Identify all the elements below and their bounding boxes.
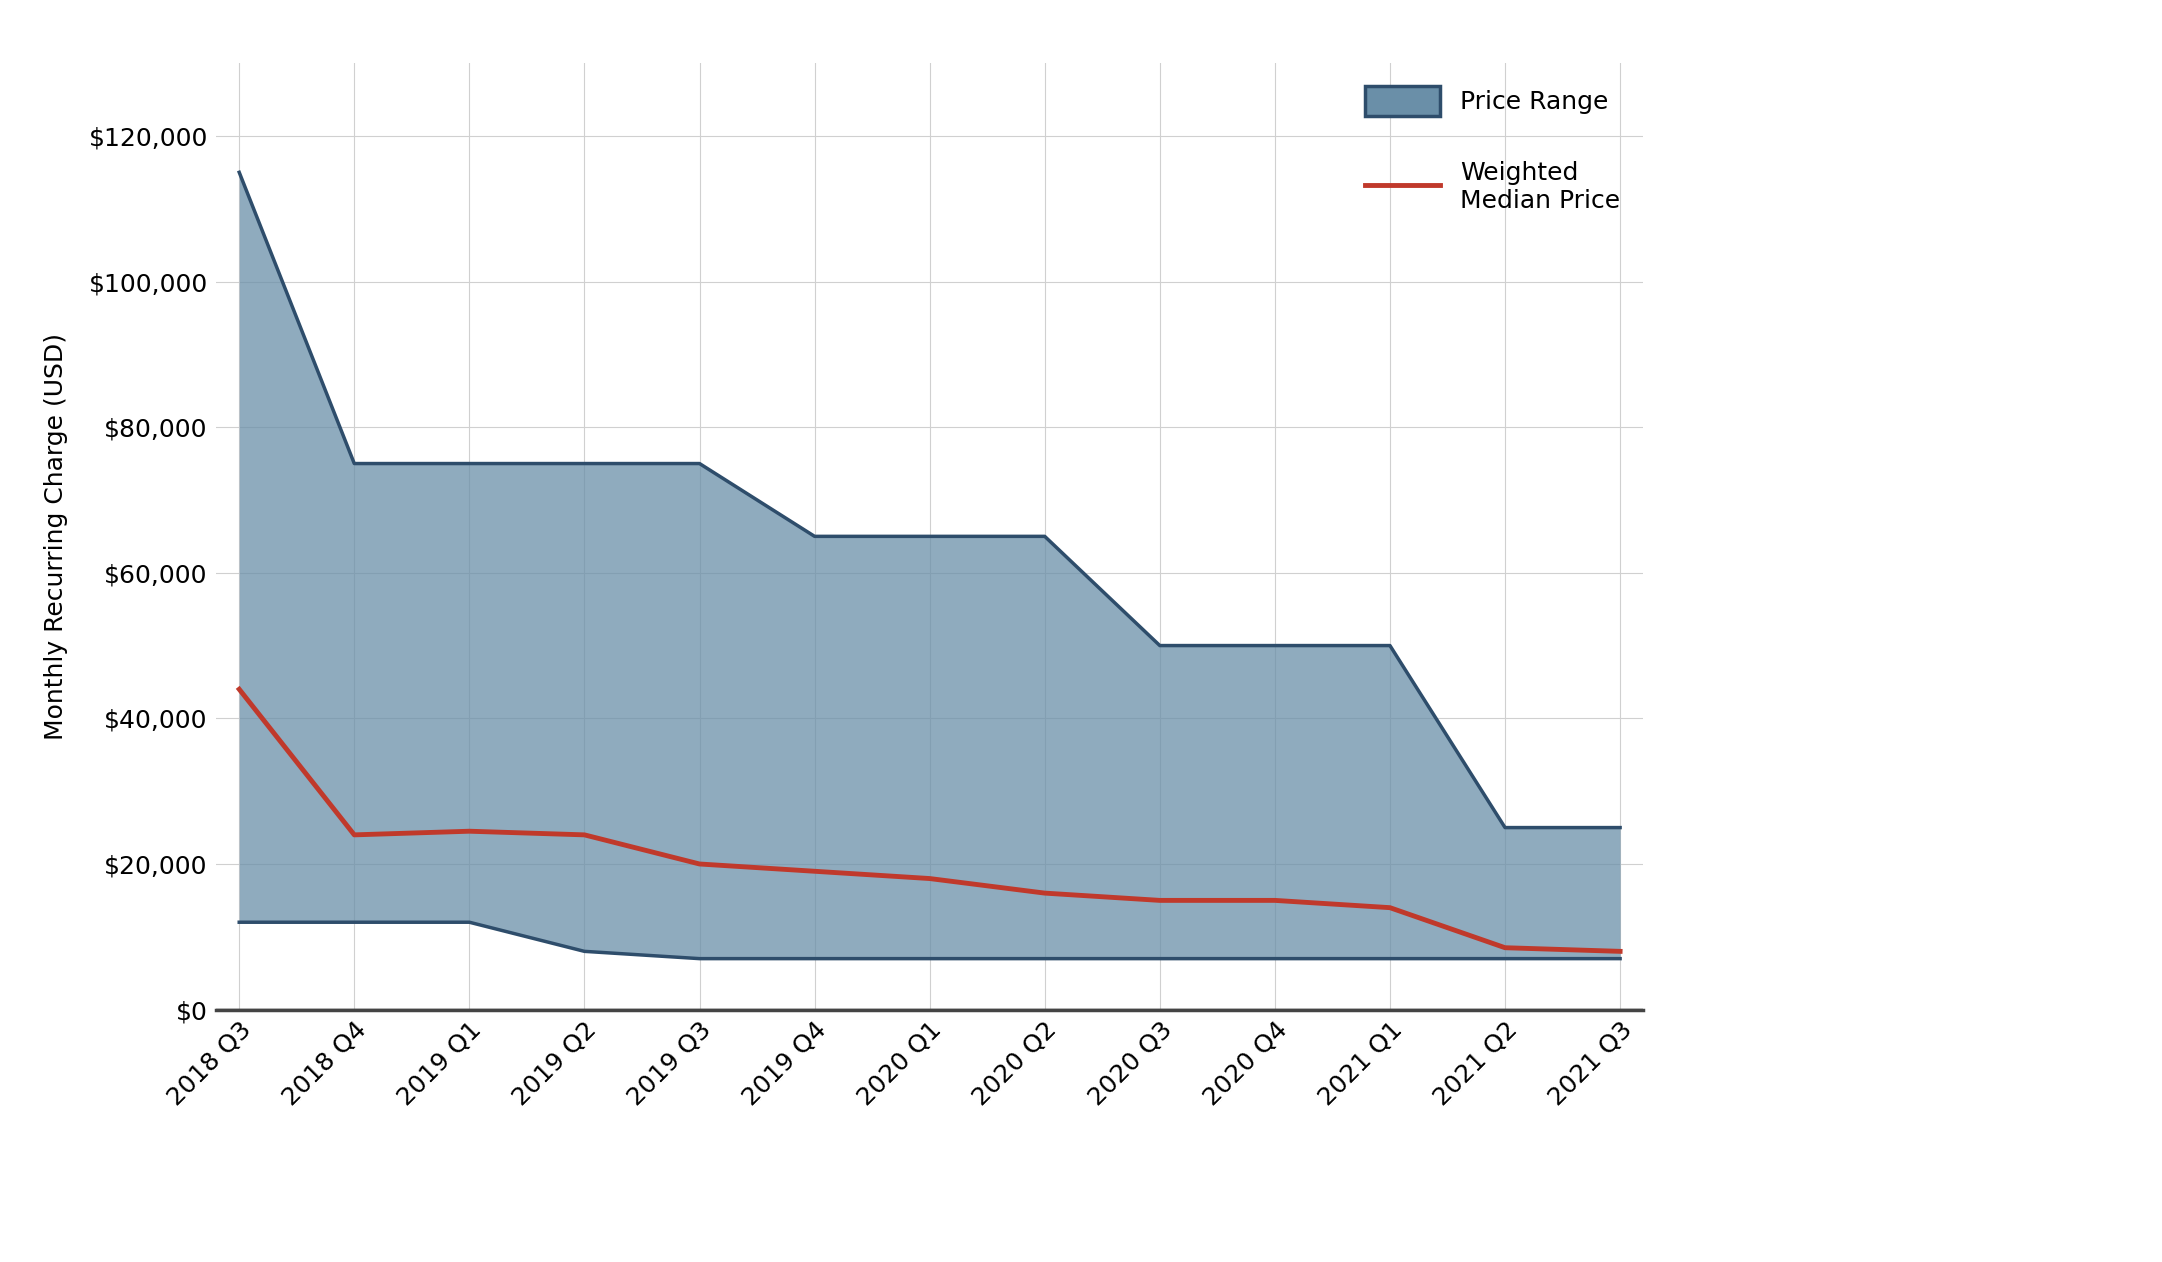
Legend: Price Range, Weighted
Median Price: Price Range, Weighted Median Price: [1356, 76, 1630, 223]
Y-axis label: Monthly Recurring Charge (USD): Monthly Recurring Charge (USD): [43, 333, 67, 740]
